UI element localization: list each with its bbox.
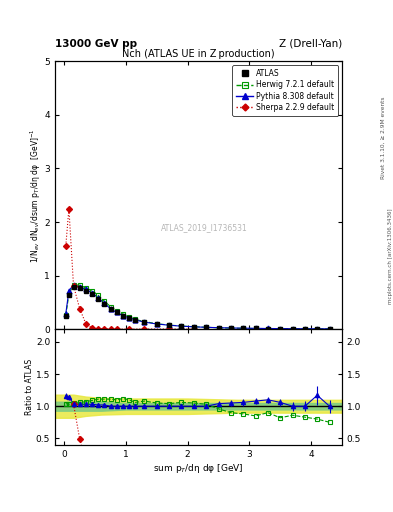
Text: Z (Drell-Yan): Z (Drell-Yan) <box>279 38 342 49</box>
Text: Rivet 3.1.10, ≥ 2.9M events: Rivet 3.1.10, ≥ 2.9M events <box>381 97 386 180</box>
Legend: ATLAS, Herwig 7.2.1 default, Pythia 8.308 default, Sherpa 2.2.9 default: ATLAS, Herwig 7.2.1 default, Pythia 8.30… <box>232 65 338 116</box>
Text: mcplots.cern.ch [arXiv:1306.3436]: mcplots.cern.ch [arXiv:1306.3436] <box>388 208 393 304</box>
X-axis label: sum p$_{T}$/dη dφ [GeV]: sum p$_{T}$/dη dφ [GeV] <box>153 462 244 475</box>
Text: ATLAS_2019_I1736531: ATLAS_2019_I1736531 <box>161 223 248 232</box>
Text: 13000 GeV pp: 13000 GeV pp <box>55 38 137 49</box>
Y-axis label: Ratio to ATLAS: Ratio to ATLAS <box>26 359 35 415</box>
Y-axis label: 1/N$_{ev}$ dN$_{ev}$/dsum p$_{T}$/dη dφ  [GeV]$^{-1}$: 1/N$_{ev}$ dN$_{ev}$/dsum p$_{T}$/dη dφ … <box>29 128 43 263</box>
Title: Nch (ATLAS UE in Z production): Nch (ATLAS UE in Z production) <box>122 49 275 59</box>
